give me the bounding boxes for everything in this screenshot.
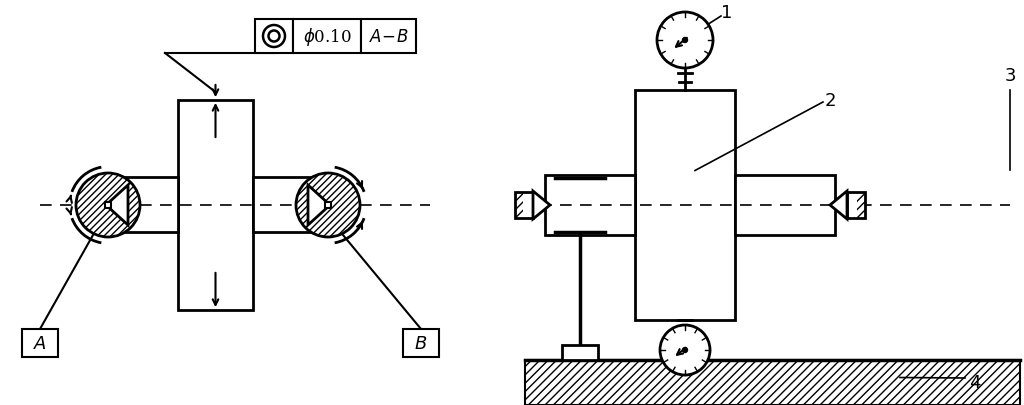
Text: 2: 2 <box>824 92 836 110</box>
Bar <box>562 345 598 360</box>
Bar <box>545 175 635 235</box>
Polygon shape <box>830 192 847 220</box>
Bar <box>361 20 416 54</box>
Polygon shape <box>308 185 330 226</box>
Bar <box>735 175 835 235</box>
Polygon shape <box>106 185 128 226</box>
Bar <box>253 177 328 232</box>
Bar <box>515 192 534 218</box>
Bar <box>325 202 331 209</box>
Polygon shape <box>534 192 550 220</box>
Circle shape <box>296 174 360 237</box>
Bar <box>178 101 253 310</box>
Circle shape <box>683 38 687 43</box>
Bar <box>667 345 703 360</box>
Circle shape <box>263 26 285 48</box>
Circle shape <box>683 347 687 353</box>
Bar <box>635 91 735 320</box>
Text: 3: 3 <box>1005 67 1016 85</box>
Circle shape <box>660 325 710 375</box>
Bar <box>22 329 58 357</box>
Text: $A\!-\!B$: $A\!-\!B$ <box>369 28 409 45</box>
Bar <box>847 192 865 218</box>
Bar <box>108 177 178 232</box>
Bar <box>515 192 523 218</box>
Bar <box>403 329 439 357</box>
Bar <box>293 20 361 54</box>
Text: 1: 1 <box>721 4 733 22</box>
Text: 4: 4 <box>970 373 981 391</box>
Text: $B$: $B$ <box>415 334 428 352</box>
Bar <box>255 20 293 54</box>
Bar <box>857 192 865 218</box>
Text: $\phi$0.10: $\phi$0.10 <box>302 26 351 48</box>
Text: $A$: $A$ <box>33 334 47 352</box>
Bar <box>525 360 1020 405</box>
Circle shape <box>268 32 280 43</box>
Circle shape <box>657 13 713 69</box>
Bar <box>105 202 111 209</box>
Circle shape <box>76 174 140 237</box>
